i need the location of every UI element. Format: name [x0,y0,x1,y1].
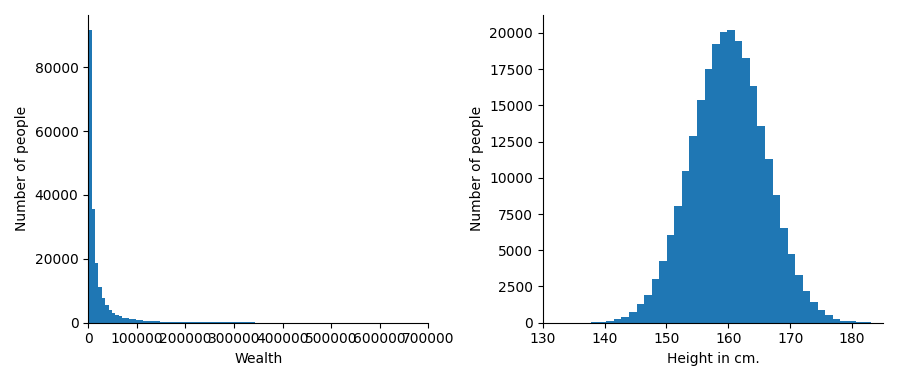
Bar [757,126,765,323]
Bar [153,321,156,323]
Bar [177,322,180,323]
Bar [99,287,101,323]
Bar [780,227,788,323]
Bar [705,69,712,323]
Bar [637,304,644,323]
Bar [149,321,153,323]
Bar [211,322,214,323]
Bar [207,322,211,323]
Bar [105,306,109,323]
Bar [132,319,136,323]
Bar [621,317,629,323]
Bar [163,322,166,323]
Bar [88,30,92,323]
Bar [126,318,129,323]
Bar [750,86,757,323]
Bar [204,322,207,323]
Bar [143,320,146,323]
Bar [197,322,200,323]
Bar [803,291,810,323]
Bar [614,319,621,323]
Bar [136,320,139,323]
Bar [682,171,690,323]
Bar [765,158,772,323]
Bar [95,263,99,323]
Bar [119,317,122,323]
Bar [112,313,115,323]
Bar [606,321,614,323]
Bar [825,315,833,323]
Bar [194,322,197,323]
Bar [166,322,170,323]
Bar [833,319,841,323]
Bar [743,58,750,323]
Bar [146,321,149,323]
Bar [190,322,194,323]
Bar [690,136,697,323]
Bar [92,209,95,323]
Y-axis label: Number of people: Number of people [470,106,484,231]
Bar [180,322,183,323]
Bar [591,322,599,323]
Bar [200,322,204,323]
Bar [170,322,173,323]
Bar [129,319,132,323]
Bar [156,321,160,323]
Bar [187,322,190,323]
Bar [599,322,606,323]
Bar [139,320,143,323]
Bar [719,32,727,323]
Bar [659,261,667,323]
Bar [115,315,119,323]
Bar [818,310,825,323]
Bar [772,195,780,323]
Bar [109,310,112,323]
Bar [856,322,863,323]
Bar [644,295,652,323]
Bar [160,322,163,323]
Bar [841,321,848,323]
Bar [712,44,719,323]
Bar [810,302,818,323]
Bar [795,275,803,323]
X-axis label: Wealth: Wealth [234,352,282,366]
Bar [727,30,735,323]
Bar [122,317,126,323]
X-axis label: Height in cm.: Height in cm. [666,352,760,366]
Bar [652,279,659,323]
Bar [697,100,705,323]
Bar [183,322,187,323]
Bar [101,298,105,323]
Bar [173,322,177,323]
Bar [735,42,743,323]
Bar [848,322,856,323]
Bar [788,254,795,323]
Bar [214,322,217,323]
Bar [667,235,674,323]
Y-axis label: Number of people: Number of people [15,106,29,231]
Bar [629,312,637,323]
Bar [674,207,682,323]
